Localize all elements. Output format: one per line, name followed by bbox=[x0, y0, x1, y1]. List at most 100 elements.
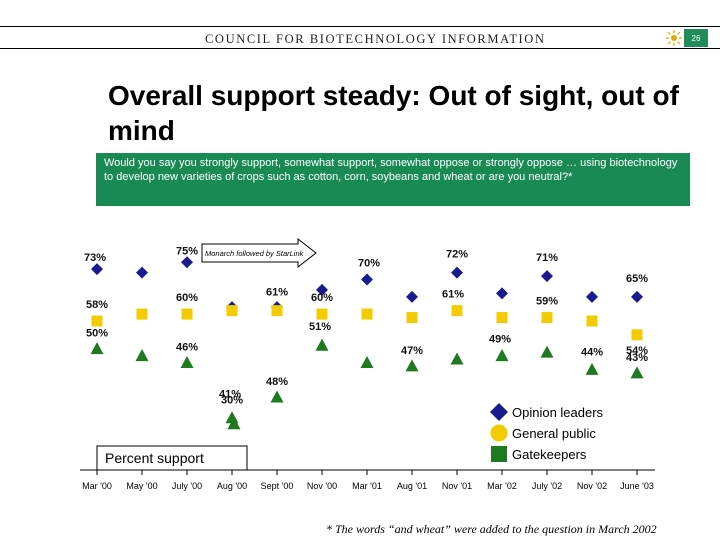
gatekeepers-point bbox=[540, 345, 554, 358]
data-label: 43% bbox=[626, 352, 648, 364]
data-label: 46% bbox=[176, 341, 198, 353]
general-public-point bbox=[451, 305, 463, 317]
gatekeepers-point bbox=[585, 362, 599, 375]
x-tick-label: Nov '00 bbox=[307, 481, 337, 491]
general-public-point bbox=[316, 308, 328, 320]
x-tick-labels: Mar '00 May '00 July '00 Aug '00 Sept '00 Nov… bbox=[82, 481, 654, 491]
data-label: 49% bbox=[489, 334, 511, 346]
data-label: 61% bbox=[266, 287, 288, 299]
general-public-point bbox=[226, 305, 238, 317]
gatekeepers-point bbox=[227, 417, 241, 430]
data-label: 47% bbox=[401, 345, 423, 357]
opinion-leaders-point bbox=[361, 273, 373, 286]
legend-label: General public bbox=[512, 426, 596, 441]
general-public-point bbox=[406, 312, 418, 324]
series-lines bbox=[97, 262, 637, 417]
gatekeepers-point bbox=[360, 355, 374, 368]
data-label: 50% bbox=[86, 328, 108, 340]
general-public-point bbox=[541, 312, 553, 324]
x-tick-label: June '03 bbox=[620, 481, 654, 491]
gatekeepers-point bbox=[315, 338, 329, 351]
general-public-point bbox=[496, 312, 508, 324]
data-label: 54% bbox=[626, 345, 648, 357]
data-label: 60% bbox=[176, 292, 198, 304]
opinion-leaders-point bbox=[496, 287, 508, 300]
ylabel-box: Percent support bbox=[96, 445, 248, 471]
general-public-point bbox=[631, 329, 643, 341]
opinion-leaders-point bbox=[181, 256, 193, 269]
data-label: 72% bbox=[446, 249, 468, 261]
data-label: 60% bbox=[311, 292, 333, 304]
gatekeepers-point bbox=[90, 342, 104, 355]
header-rule-bottom bbox=[0, 48, 720, 49]
data-label: 30% bbox=[221, 395, 243, 407]
header-rule-top bbox=[0, 26, 720, 27]
data-label: 41% bbox=[219, 389, 241, 401]
annotation: Monarch followed by StarLink bbox=[201, 237, 317, 269]
opinion-leaders-point bbox=[586, 290, 598, 303]
data-label: 65% bbox=[626, 273, 648, 285]
x-tick-label: July '02 bbox=[532, 481, 562, 491]
page-number: 26 bbox=[684, 29, 708, 47]
data-label: 58% bbox=[86, 299, 108, 311]
x-tick-label: July '00 bbox=[172, 481, 202, 491]
general-public-point bbox=[361, 308, 373, 320]
gatekeepers-point bbox=[495, 349, 509, 362]
opinion-leaders-point bbox=[91, 263, 103, 276]
legend-marker bbox=[490, 424, 508, 442]
opinion-leaders-point bbox=[406, 290, 418, 303]
data-labels: 73% 75% 70% 72% 71% 65% 58% 60% 61% 60% 61% 59% 54% 5… bbox=[84, 245, 648, 406]
data-label: 73% bbox=[84, 252, 106, 264]
gatekeepers-point bbox=[405, 359, 419, 372]
data-label: 70% bbox=[358, 258, 380, 270]
opinion-leaders-point bbox=[451, 266, 463, 279]
data-label: 51% bbox=[309, 321, 331, 333]
general-public-point bbox=[136, 308, 148, 320]
general-public-point bbox=[586, 315, 598, 327]
x-ticks bbox=[96, 470, 638, 475]
opinion-leaders-point bbox=[136, 266, 148, 279]
opinion-leaders-point bbox=[541, 270, 553, 283]
data-label: 48% bbox=[266, 376, 288, 388]
gatekeepers-point bbox=[630, 366, 644, 379]
x-tick-label: Aug '01 bbox=[397, 481, 427, 491]
legend: Opinion leaders General public Gatekeepers bbox=[490, 403, 604, 462]
general-public-point bbox=[181, 308, 193, 320]
legend-marker bbox=[491, 446, 507, 462]
sun-icon bbox=[666, 29, 682, 47]
x-tick-label: Mar '02 bbox=[487, 481, 517, 491]
data-label: 75% bbox=[176, 245, 198, 257]
organization-name: COUNCIL FOR BIOTECHNOLOGY INFORMATION bbox=[205, 32, 546, 46]
general-public-point bbox=[91, 315, 103, 327]
x-tick-label: Nov '02 bbox=[577, 481, 607, 491]
gatekeepers-point bbox=[180, 355, 194, 368]
data-label: 71% bbox=[536, 252, 558, 264]
x-tick-label: Nov '01 bbox=[442, 481, 472, 491]
opinion-leaders-point bbox=[631, 290, 643, 303]
y-axis-label: Percent support bbox=[105, 450, 204, 466]
gatekeepers-point bbox=[135, 349, 149, 362]
x-tick-label: Mar '01 bbox=[352, 481, 382, 491]
survey-question: Would you say you strongly support, some… bbox=[96, 153, 690, 206]
legend-label: Gatekeepers bbox=[512, 447, 587, 462]
data-label: 59% bbox=[536, 296, 558, 308]
ylabel-frame bbox=[96, 445, 248, 471]
slide-title: Overall support steady: Out of sight, ou… bbox=[108, 80, 679, 146]
footnote: * The words “and wheat” were added to th… bbox=[326, 522, 657, 536]
x-tick-label: Mar '00 bbox=[82, 481, 112, 491]
x-tick-label: Sept '00 bbox=[261, 481, 294, 491]
general-public-point bbox=[271, 305, 283, 317]
x-tick-label: May '00 bbox=[126, 481, 157, 491]
series-markers bbox=[90, 256, 644, 430]
gatekeepers-point bbox=[270, 390, 284, 403]
opinion-leaders-point bbox=[316, 283, 328, 296]
x-tick-label: Aug '00 bbox=[217, 481, 247, 491]
legend-marker bbox=[490, 403, 508, 421]
gatekeepers-point bbox=[450, 352, 464, 365]
data-label: 44% bbox=[581, 346, 603, 358]
legend-label: Opinion leaders bbox=[512, 405, 604, 420]
data-label: 61% bbox=[442, 289, 464, 301]
annotation-arrow bbox=[201, 237, 317, 269]
annotation-text: Monarch followed by StarLink bbox=[205, 249, 305, 258]
